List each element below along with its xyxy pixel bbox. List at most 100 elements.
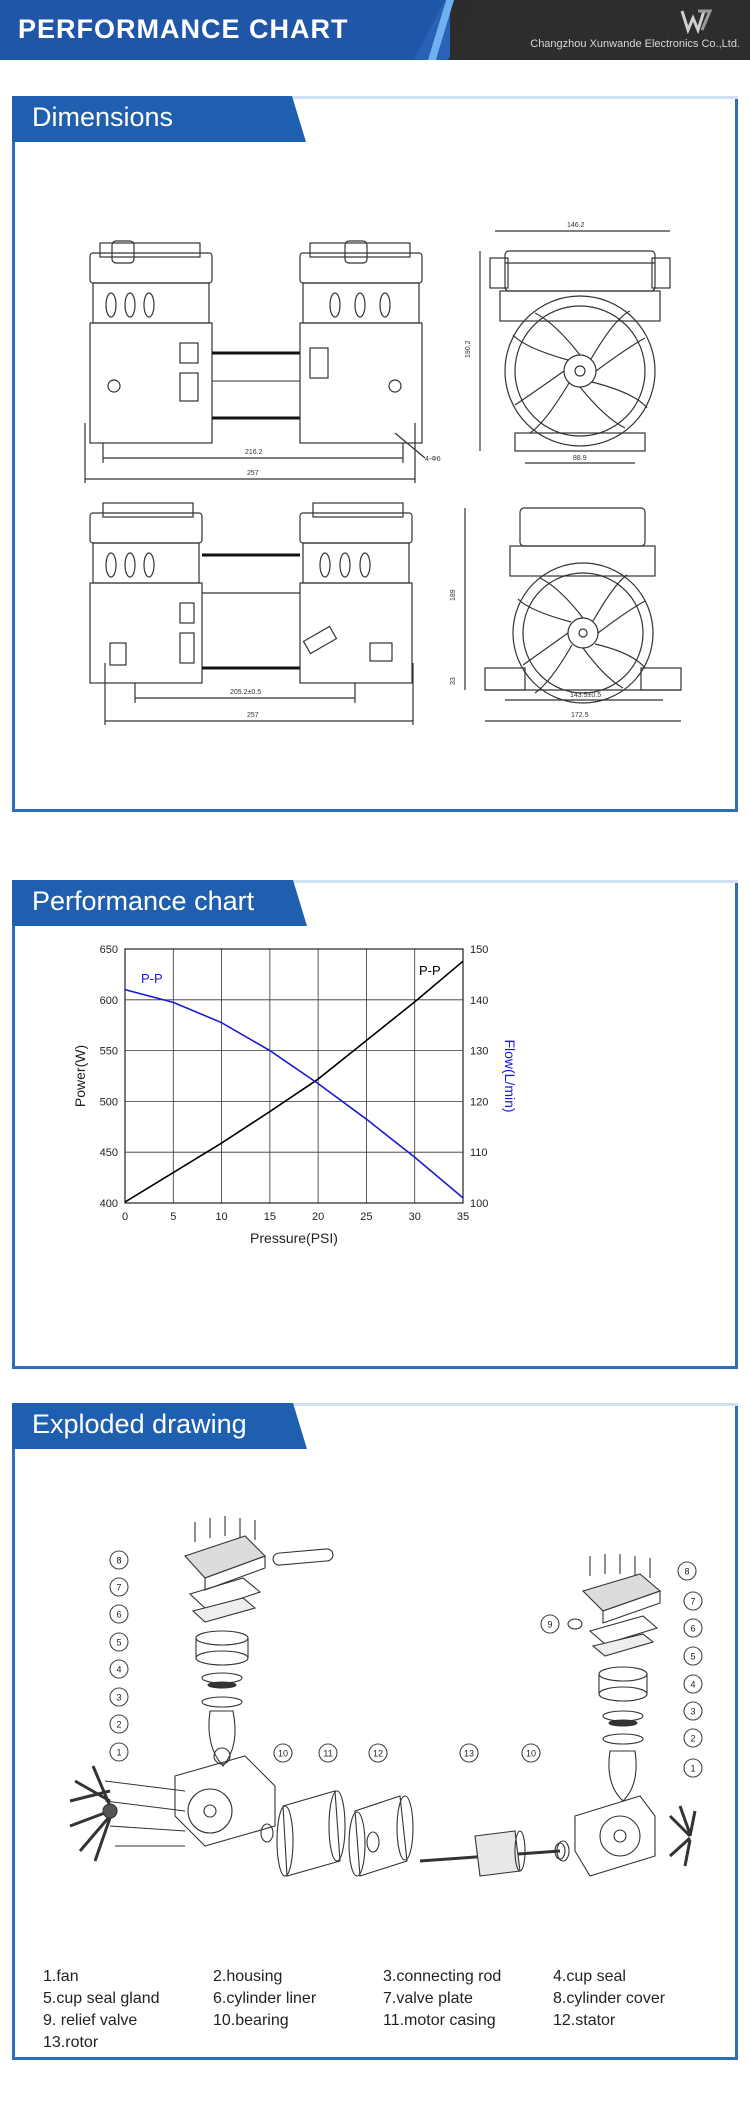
callout-number: 5 <box>116 1638 121 1648</box>
performance-chart: 0 5 10 15 20 25 30 35 400 450 500 550 600 650 100 110 12… <box>72 944 518 1246</box>
dim-lower-base: 143.5±0.5 <box>570 692 601 699</box>
legend-item: 7.valve plate <box>383 1990 473 2007</box>
callout-number: 7 <box>690 1597 695 1607</box>
legend-row: 13.rotor <box>43 2034 723 2056</box>
legend-item: 13.rotor <box>43 2034 99 2051</box>
x-tick-label: 25 <box>360 1211 372 1223</box>
page-header: PERFORMANCE CHART Changzhou Xunwande Ele… <box>0 0 750 60</box>
callout-number: 11 <box>323 1749 332 1759</box>
legend-item: 9. relief valve <box>43 2012 138 2029</box>
callout-markers: 8 7 6 5 4 3 2 1 10 11 12 8 9 7 6 5 4 3 2 1 13 10 <box>109 1550 703 1778</box>
callout-number: 6 <box>690 1624 695 1634</box>
plot-frame <box>124 948 464 1204</box>
legend-item: 8.cylinder cover <box>553 1990 666 2007</box>
x-tick-label: 15 <box>264 1211 276 1223</box>
dim-lower-total: 257 <box>247 712 259 719</box>
callout-circle <box>109 1714 129 1734</box>
legend-item: 3.connecting rod <box>383 1968 502 1985</box>
callout-circle <box>109 1604 129 1624</box>
exploded-section: Exploded drawing <box>12 1403 738 2060</box>
callout-circle <box>683 1674 703 1694</box>
y-tick-label: 550 <box>100 1046 118 1058</box>
x-axis-label: Pressure(PSI) <box>250 1230 338 1246</box>
dim-top-width: 146.2 <box>567 222 585 229</box>
power-series-label: P-P <box>419 963 441 978</box>
dimensions-heading: Dimensions <box>12 96 292 142</box>
dim-lower-base-total: 172.5 <box>571 712 589 719</box>
callout-number: 10 <box>278 1749 288 1759</box>
callout-circle <box>109 1687 129 1707</box>
dim-side-height: 190.2 <box>465 340 472 358</box>
callout-circle <box>459 1743 479 1763</box>
company-logo-icon <box>680 9 712 34</box>
flow-series-line <box>124 988 464 1199</box>
y-tick-label: 450 <box>100 1147 118 1159</box>
callout-number: 3 <box>116 1693 121 1703</box>
right-assembly <box>556 1554 697 1877</box>
callout-number: 10 <box>526 1749 536 1759</box>
y-tick-label: 650 <box>100 944 118 956</box>
dim-lower-inner: 205.2±0.5 <box>230 689 261 696</box>
callout-number: 6 <box>116 1610 121 1620</box>
x-tick-label: 10 <box>215 1211 227 1223</box>
legend-item: 10.bearing <box>213 2012 289 2029</box>
chart-axes <box>124 948 464 1204</box>
parts-legend: 1.fan 2.housing 3.connecting rod 4.cup seal… <box>43 1968 723 2056</box>
dimensions-section: Dimensions 216.2 <box>12 96 738 812</box>
legend-item: 11.motor casing <box>383 2012 496 2029</box>
callout-circle <box>683 1618 703 1638</box>
rotor <box>419 1830 566 1877</box>
callout-circle <box>683 1758 703 1778</box>
front-view-top: 216.2 257 4-Φ6 <box>84 240 441 483</box>
performance-section: Performance chart 0 5 10 15 20 25 30 35 400 450 50… <box>12 880 738 1369</box>
callout-circle <box>109 1632 129 1652</box>
x-tick-label: 0 <box>122 1211 128 1223</box>
dim-lower-small: 33 <box>450 677 457 685</box>
dim-inner-width: 216.2 <box>245 449 263 456</box>
chart-series: P-P P-P <box>124 960 464 1203</box>
callout-number: 2 <box>116 1720 121 1730</box>
legend-item: 2.housing <box>213 1968 283 1985</box>
legend-row: 1.fan 2.housing 3.connecting rod 4.cup seal <box>43 1968 723 1990</box>
callout-circle <box>109 1659 129 1679</box>
dim-base-width: 88.9 <box>573 455 587 462</box>
callout-number: 8 <box>684 1567 689 1577</box>
flow-series-label: P-P <box>141 971 163 986</box>
tab-rule <box>275 96 738 99</box>
callout-circle <box>683 1728 703 1748</box>
y2-axis-label: Flow(L/min) <box>502 1039 518 1112</box>
legend-item: 5.cup seal gland <box>43 1990 160 2007</box>
callout-circle <box>521 1743 541 1763</box>
exploded-heading: Exploded drawing <box>12 1403 293 1449</box>
dim-total-width: 257 <box>247 470 259 477</box>
callout-number: 8 <box>116 1556 121 1566</box>
legend-item: 4.cup seal <box>553 1968 626 1985</box>
legend-item: 6.cylinder liner <box>213 1990 317 2007</box>
y2-tick-label: 110 <box>470 1147 488 1159</box>
y2-tick-label: 150 <box>470 944 488 956</box>
x-tick-label: 20 <box>312 1211 324 1223</box>
chart-grid <box>124 948 464 1204</box>
callout-circle <box>677 1561 697 1581</box>
callout-circle <box>109 1742 129 1762</box>
legend-row: 5.cup seal gland 6.cylinder liner 7.valve … <box>43 1990 723 2012</box>
exploded-drawing: 8 7 6 5 4 3 2 1 10 11 12 8 9 7 6 5 4 3 2 1 13 10 <box>69 1516 703 1877</box>
callout-number: 1 <box>116 1748 121 1758</box>
callout-number: 7 <box>116 1583 121 1593</box>
callout-number: 2 <box>690 1734 695 1744</box>
callout-circle <box>318 1743 338 1763</box>
callout-circle <box>273 1743 293 1763</box>
callout-number: 12 <box>373 1749 383 1759</box>
legend-item: 1.fan <box>43 1968 79 1985</box>
y-tick-label: 500 <box>100 1096 118 1108</box>
callout-number: 4 <box>690 1680 695 1690</box>
y-axis-label: Power(W) <box>72 1045 88 1107</box>
y2-tick-label: 120 <box>470 1096 488 1108</box>
y2-tick-label: 100 <box>470 1198 488 1210</box>
dimension-drawings: 216.2 257 4-Φ6 146.2 190.2 88.9 <box>84 222 682 725</box>
header-blue-panel <box>0 0 445 60</box>
tab-rule <box>275 880 738 883</box>
y-tick-label: 600 <box>100 995 118 1007</box>
callout-number: 3 <box>690 1707 695 1717</box>
power-series-line <box>124 960 464 1203</box>
